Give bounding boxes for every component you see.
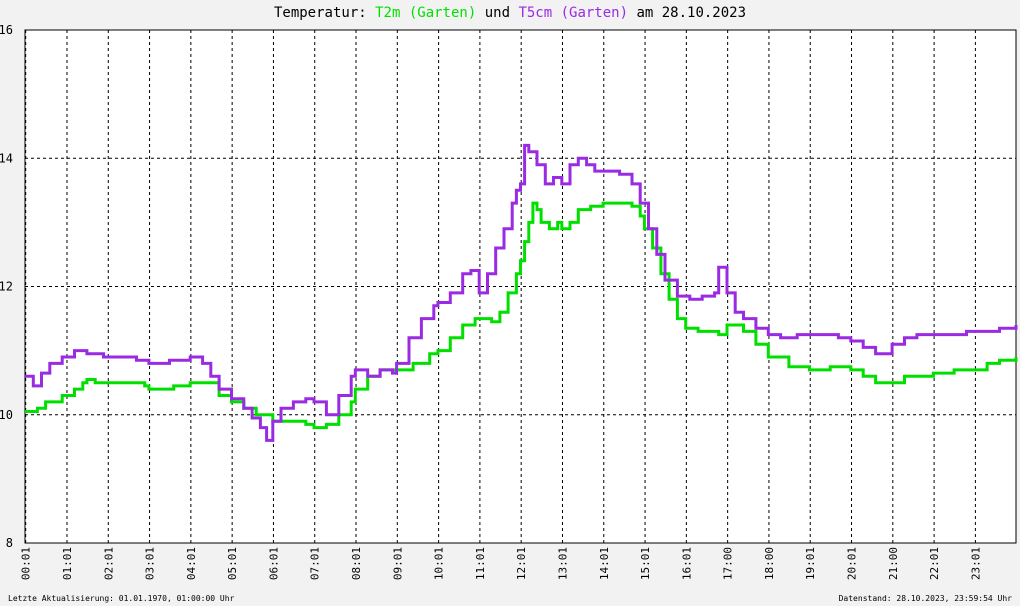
x-tick-label: 08:01 bbox=[350, 547, 363, 580]
x-tick-label: 11:01 bbox=[474, 547, 487, 580]
x-tick-label: 15:01 bbox=[639, 547, 652, 580]
x-tick-label: 22:01 bbox=[928, 547, 941, 580]
x-tick-label: 04:01 bbox=[185, 547, 198, 580]
x-tick-label: 20:01 bbox=[846, 547, 859, 580]
x-tick-label: 19:01 bbox=[804, 547, 817, 580]
data-status-footer: Datenstand: 28.10.2023, 23:59:54 Uhr bbox=[838, 594, 1012, 603]
x-tick-label: 01:01 bbox=[61, 547, 74, 580]
title-prefix: Temperatur: bbox=[273, 5, 376, 21]
last-update-footer: Letzte Aktualisierung: 01.01.1970, 01:00… bbox=[8, 594, 235, 603]
chart-title: Temperatur: T2m (Garten) und T5cm (Garte… bbox=[0, 5, 1020, 21]
series-line-t2m bbox=[25, 201, 1018, 430]
plot-area bbox=[24, 29, 1017, 544]
x-tick-label: 17:00 bbox=[722, 547, 735, 580]
x-tick-label: 12:01 bbox=[515, 547, 528, 580]
x-tick-label: 06:01 bbox=[267, 547, 280, 580]
x-tick-label: 13:01 bbox=[556, 547, 569, 580]
title-series-t2m: T2m (Garten) bbox=[375, 5, 477, 21]
series-line-t5cm bbox=[25, 143, 1018, 442]
y-tick-label: 8 bbox=[6, 536, 13, 550]
x-tick-label: 00:01 bbox=[20, 547, 33, 580]
x-tick-label: 10:01 bbox=[433, 547, 446, 580]
y-tick-label: 12 bbox=[0, 280, 13, 294]
x-tick-label: 02:01 bbox=[102, 547, 115, 580]
title-series-t5cm: T5cm (Garten) bbox=[518, 5, 629, 21]
y-tick-label: 14 bbox=[0, 151, 13, 165]
x-tick-label: 03:01 bbox=[144, 547, 157, 580]
x-tick-label: 14:01 bbox=[598, 547, 611, 580]
x-tick-label: 05:01 bbox=[226, 547, 239, 580]
x-tick-label: 07:01 bbox=[309, 547, 322, 580]
x-tick-label: 21:00 bbox=[887, 547, 900, 580]
x-tick-label: 16:01 bbox=[680, 547, 693, 580]
x-tick-label: 23:01 bbox=[969, 547, 982, 580]
y-tick-label: 16 bbox=[0, 23, 13, 37]
x-tick-label: 18:00 bbox=[763, 547, 776, 580]
title-connector: und bbox=[476, 5, 519, 21]
x-tick-label: 09:01 bbox=[391, 547, 404, 580]
title-suffix: am 28.10.2023 bbox=[628, 5, 747, 21]
y-tick-label: 10 bbox=[0, 408, 13, 422]
